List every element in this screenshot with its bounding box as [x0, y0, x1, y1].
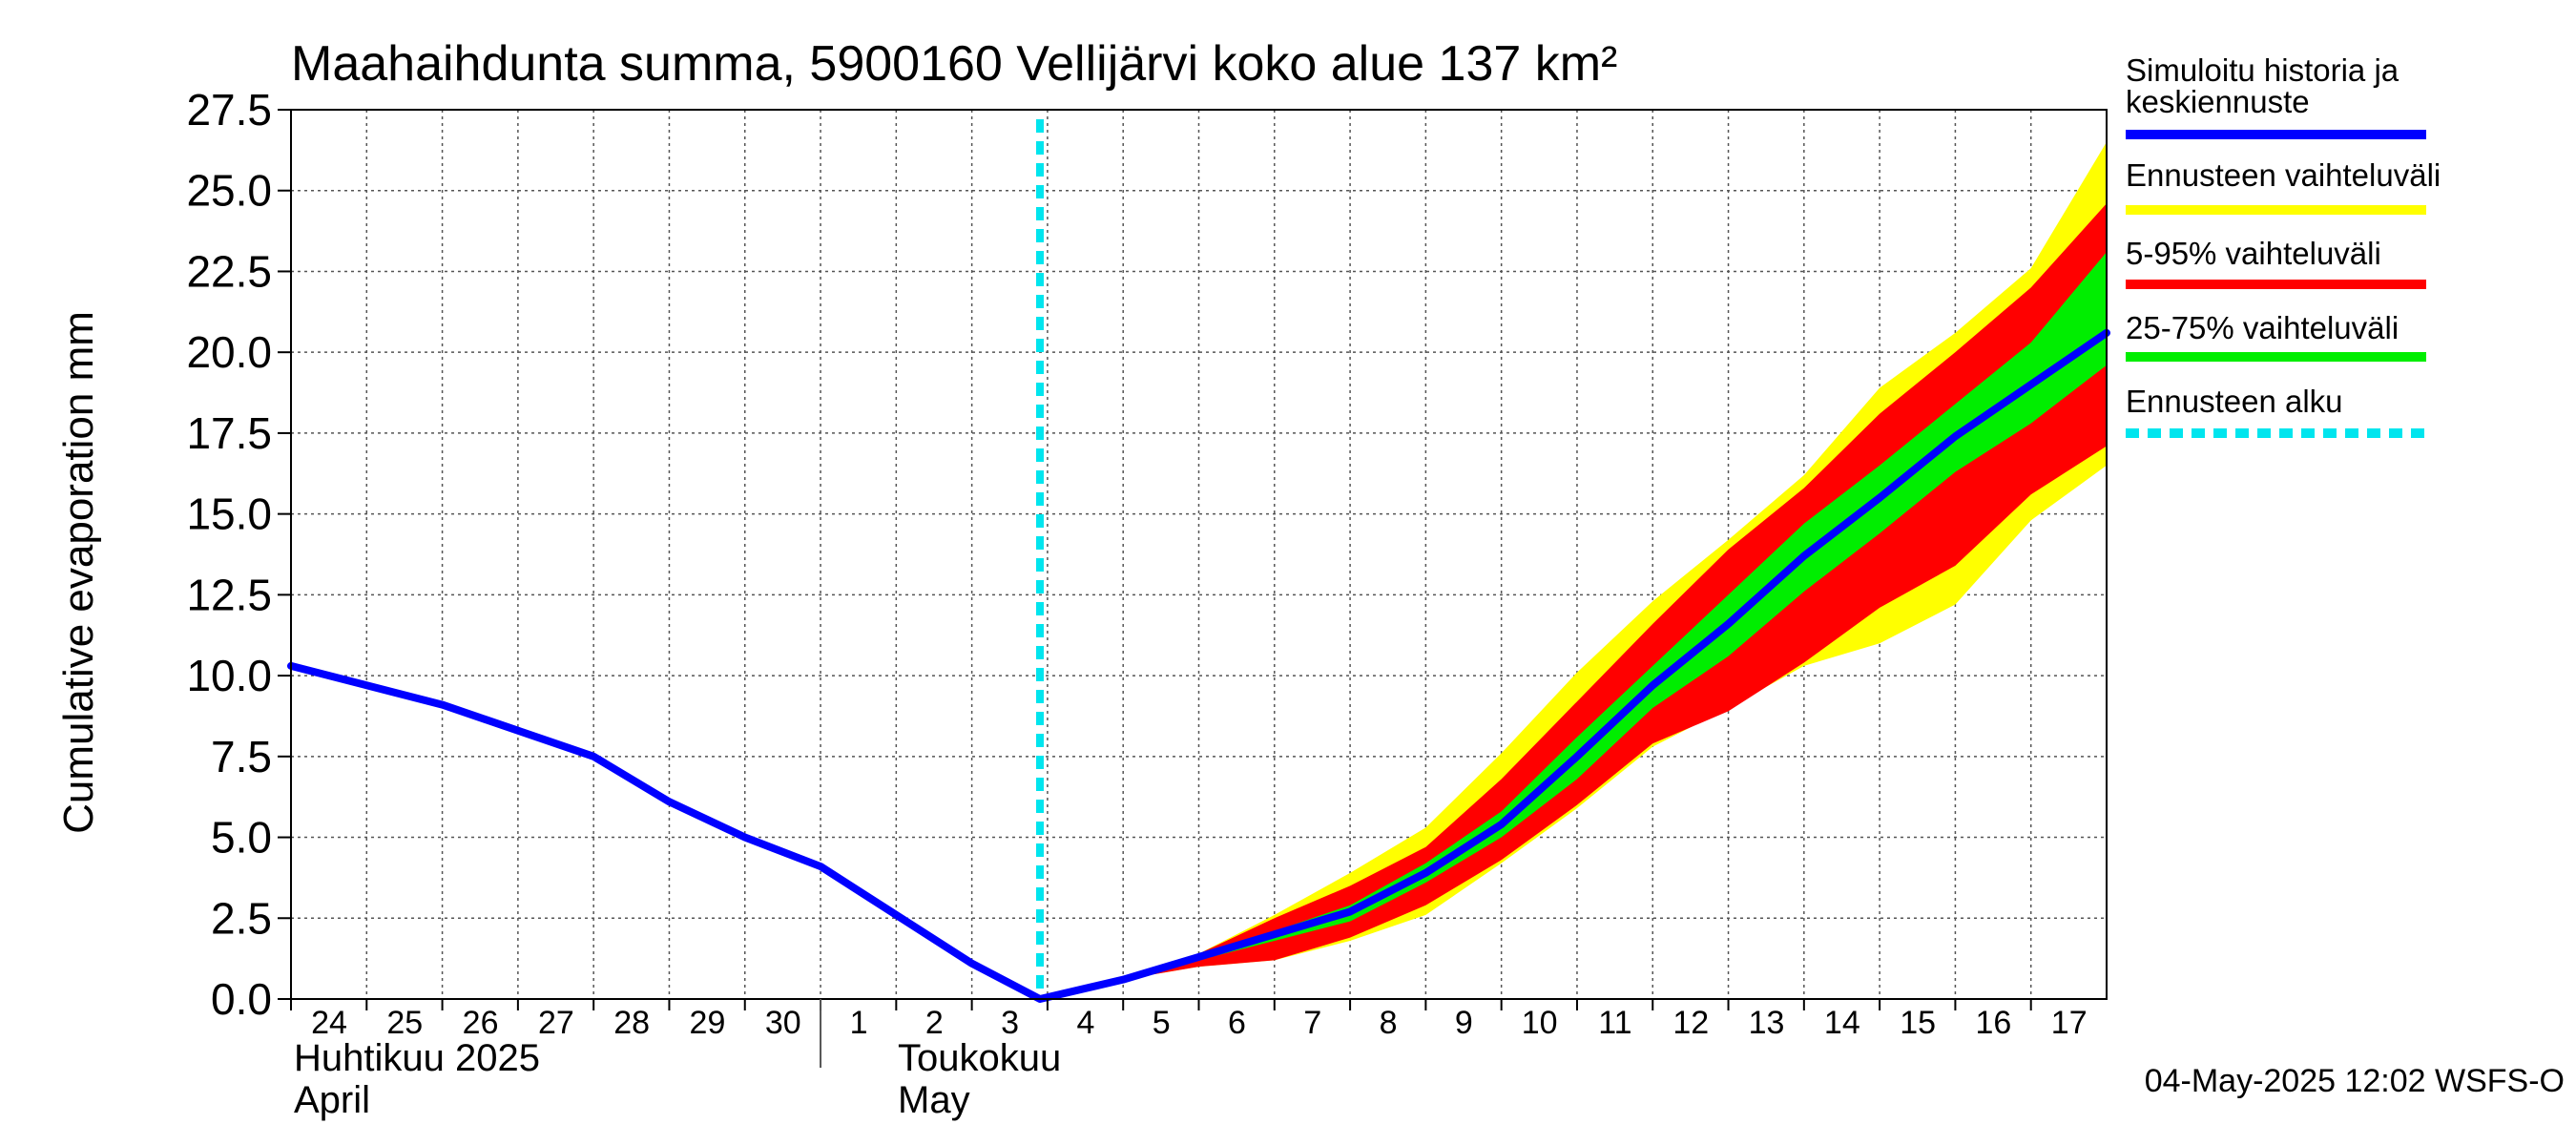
- y-tick-label: 15.0: [186, 489, 272, 539]
- legend-label: Ennusteen vaihteluväli: [2126, 157, 2441, 193]
- y-tick-label: 20.0: [186, 327, 272, 377]
- y-tick-label: 17.5: [186, 408, 272, 458]
- x-tick-label: 27: [538, 1005, 574, 1041]
- x-tick-label: 5: [1153, 1005, 1171, 1041]
- y-axis-label: Cumulative evaporation mm: [55, 311, 102, 834]
- x-tick-label: 15: [1900, 1005, 1936, 1041]
- x-tick-label: 4: [1076, 1005, 1094, 1041]
- x-tick-label: 25: [386, 1005, 423, 1041]
- history-line: [287, 328, 2110, 1003]
- y-tick-label: 10.0: [186, 651, 272, 700]
- y-tick-label: 25.0: [186, 166, 272, 216]
- x-tick-label: 8: [1380, 1005, 1398, 1041]
- y-tick-label: 0.0: [211, 974, 272, 1024]
- timestamp: 04-May-2025 12:02 WSFS-O: [2145, 1063, 2565, 1099]
- x-tick-label: 16: [1976, 1005, 2012, 1041]
- x-tick-label: 11: [1598, 1005, 1631, 1041]
- x-tick-label: 3: [1001, 1005, 1019, 1041]
- series-lines: [287, 119, 2110, 1003]
- band-full-range: [1039, 141, 2107, 999]
- x-tick-label: 7: [1303, 1005, 1321, 1041]
- month-label-april-en: April: [294, 1079, 370, 1121]
- y-ticks: 0.0 2.5 5.0 7.5 10.0 12.5 15.0 17.5 20.0 22.5 25.0…: [186, 85, 291, 1024]
- y-tick-label: 12.5: [186, 570, 272, 619]
- x-tick-label: 14: [1824, 1005, 1860, 1041]
- chart-title: Maahaihdunta summa, 5900160 Vellijärvi k…: [291, 36, 1617, 92]
- x-tick-label: 2: [925, 1005, 944, 1041]
- x-tick-label: 6: [1228, 1005, 1246, 1041]
- x-ticks: 24 25 26 27 28 29 30 1 2 3 4 5 6 7 8 9 10 11 12 13 14 15 16 17: [290, 999, 2088, 1068]
- legend-label-line2: keskiennuste: [2126, 84, 2310, 119]
- y-tick-label: 5.0: [211, 813, 272, 863]
- grid: [291, 110, 2107, 999]
- legend-label: Simuloitu historia ja: [2126, 52, 2399, 88]
- x-tick-label: 26: [463, 1005, 499, 1041]
- y-tick-label: 2.5: [211, 893, 272, 943]
- month-label-may-fi: Toukokuu: [898, 1037, 1061, 1079]
- x-tick-label: 9: [1455, 1005, 1473, 1041]
- x-tick-label: 28: [613, 1005, 650, 1041]
- y-tick-label: 27.5: [186, 85, 272, 135]
- x-tick-label: 29: [690, 1005, 726, 1041]
- x-tick-label: 17: [2051, 1005, 2088, 1041]
- legend-label: 5-95% vaihteluväli: [2126, 236, 2381, 271]
- month-label-may-en: May: [898, 1079, 970, 1121]
- y-tick-label: 7.5: [211, 732, 272, 781]
- y-tick-label: 22.5: [186, 246, 272, 296]
- legend-label: Ennusteen alku: [2126, 384, 2343, 419]
- x-tick-label: 24: [311, 1005, 347, 1041]
- x-tick-label: 1: [850, 1005, 868, 1041]
- x-tick-label: 13: [1749, 1005, 1785, 1041]
- month-label-april-fi: Huhtikuu 2025: [294, 1037, 540, 1079]
- x-tick-label: 30: [765, 1005, 801, 1041]
- x-tick-label: 12: [1672, 1005, 1709, 1041]
- legend-label: 25-75% vaihteluväli: [2126, 310, 2399, 345]
- forecast-bands: [1039, 141, 2107, 999]
- x-tick-label: 10: [1522, 1005, 1558, 1041]
